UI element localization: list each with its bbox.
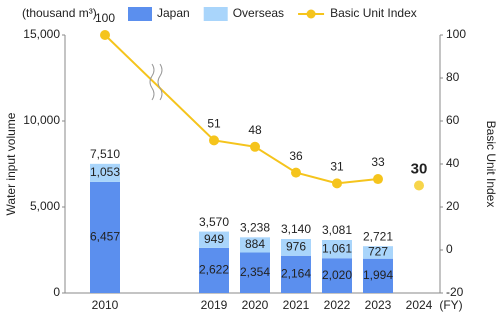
y-tick-label: 0 [53,285,60,299]
index-point [414,180,424,191]
y2-tick-label: 60 [446,113,460,127]
legend-label: Overseas [233,6,284,20]
bar-label: 727 [368,245,388,259]
total-label: 2,721 [363,229,393,243]
total-label: 3,140 [281,222,311,236]
x-unit-label: (FY) [439,298,462,312]
legend-swatch [128,7,152,21]
bar-label: 2,622 [199,263,229,277]
bar-japan [363,258,393,293]
bar-label: 1,994 [363,268,393,282]
index-label: 36 [289,149,303,163]
bar-overseas [322,240,352,259]
index-point [100,30,110,40]
index-label: 33 [371,155,385,169]
bar-label: 1,053 [90,165,120,179]
y2-tick-label: 40 [446,156,460,170]
y-tick-label: 15,000 [23,27,60,41]
y-tick-label: 5,000 [30,199,60,213]
legend-dot [306,9,316,19]
bar-label: 884 [245,237,265,251]
axis-break [149,63,163,101]
bar-japan [322,258,352,293]
x-tick-label: 2010 [92,298,119,312]
bar-overseas [363,246,393,259]
index-line [104,34,379,185]
y2-tick-label: 20 [446,199,460,213]
index-point [209,135,219,146]
bar-japan [90,181,120,293]
index-label: 51 [207,117,221,131]
index-point [373,174,383,185]
y2-tick-label: 80 [446,70,460,84]
bar-label: 2,020 [322,268,352,282]
total-label: 7,510 [90,147,120,161]
y2-tick-label: 100 [446,27,466,41]
index-label: 30 [411,160,428,177]
bar-overseas [199,231,229,248]
legend-swatch [203,7,228,21]
bar-label: 2,164 [281,267,311,281]
x-tick-label: 2019 [201,298,228,312]
bar-overseas [281,238,311,256]
bar-japan [281,255,311,293]
index-point [291,167,301,178]
bar-overseas [240,237,270,253]
index-label: 31 [330,160,344,174]
legend-label: Japan [157,6,190,20]
bar-japan [240,252,270,293]
index-point [332,178,342,189]
bar-label: 2,354 [240,265,270,279]
x-tick-label: 2021 [283,298,310,312]
index-point [250,141,260,152]
x-tick-label: 2023 [365,298,392,312]
bar-label: 976 [286,240,306,254]
y-tick-label: 10,000 [23,113,60,127]
y2-axis-label: Basic Unit Index [484,121,498,208]
index-label: 48 [248,123,262,137]
bar-label: 1,061 [322,241,352,255]
legend-label: Basic Unit Index [330,6,417,20]
x-tick-label: 2020 [242,298,269,312]
index-label: 100 [95,11,115,25]
total-label: 3,081 [322,223,352,237]
bar-japan [199,247,229,293]
bar-label: 6,457 [90,230,120,244]
total-label: 3,570 [199,215,229,229]
x-tick-label: 2022 [324,298,351,312]
total-label: 3,238 [240,220,270,234]
bar-label: 949 [204,232,224,246]
unit-label: (thousand m³) [22,6,97,20]
x-tick-label: 2024 [406,298,433,312]
y2-tick-label: 0 [446,242,453,256]
bar-overseas [90,163,120,182]
y2-tick-label: -20 [446,285,464,299]
y-axis-label: Water input volume [4,112,18,215]
